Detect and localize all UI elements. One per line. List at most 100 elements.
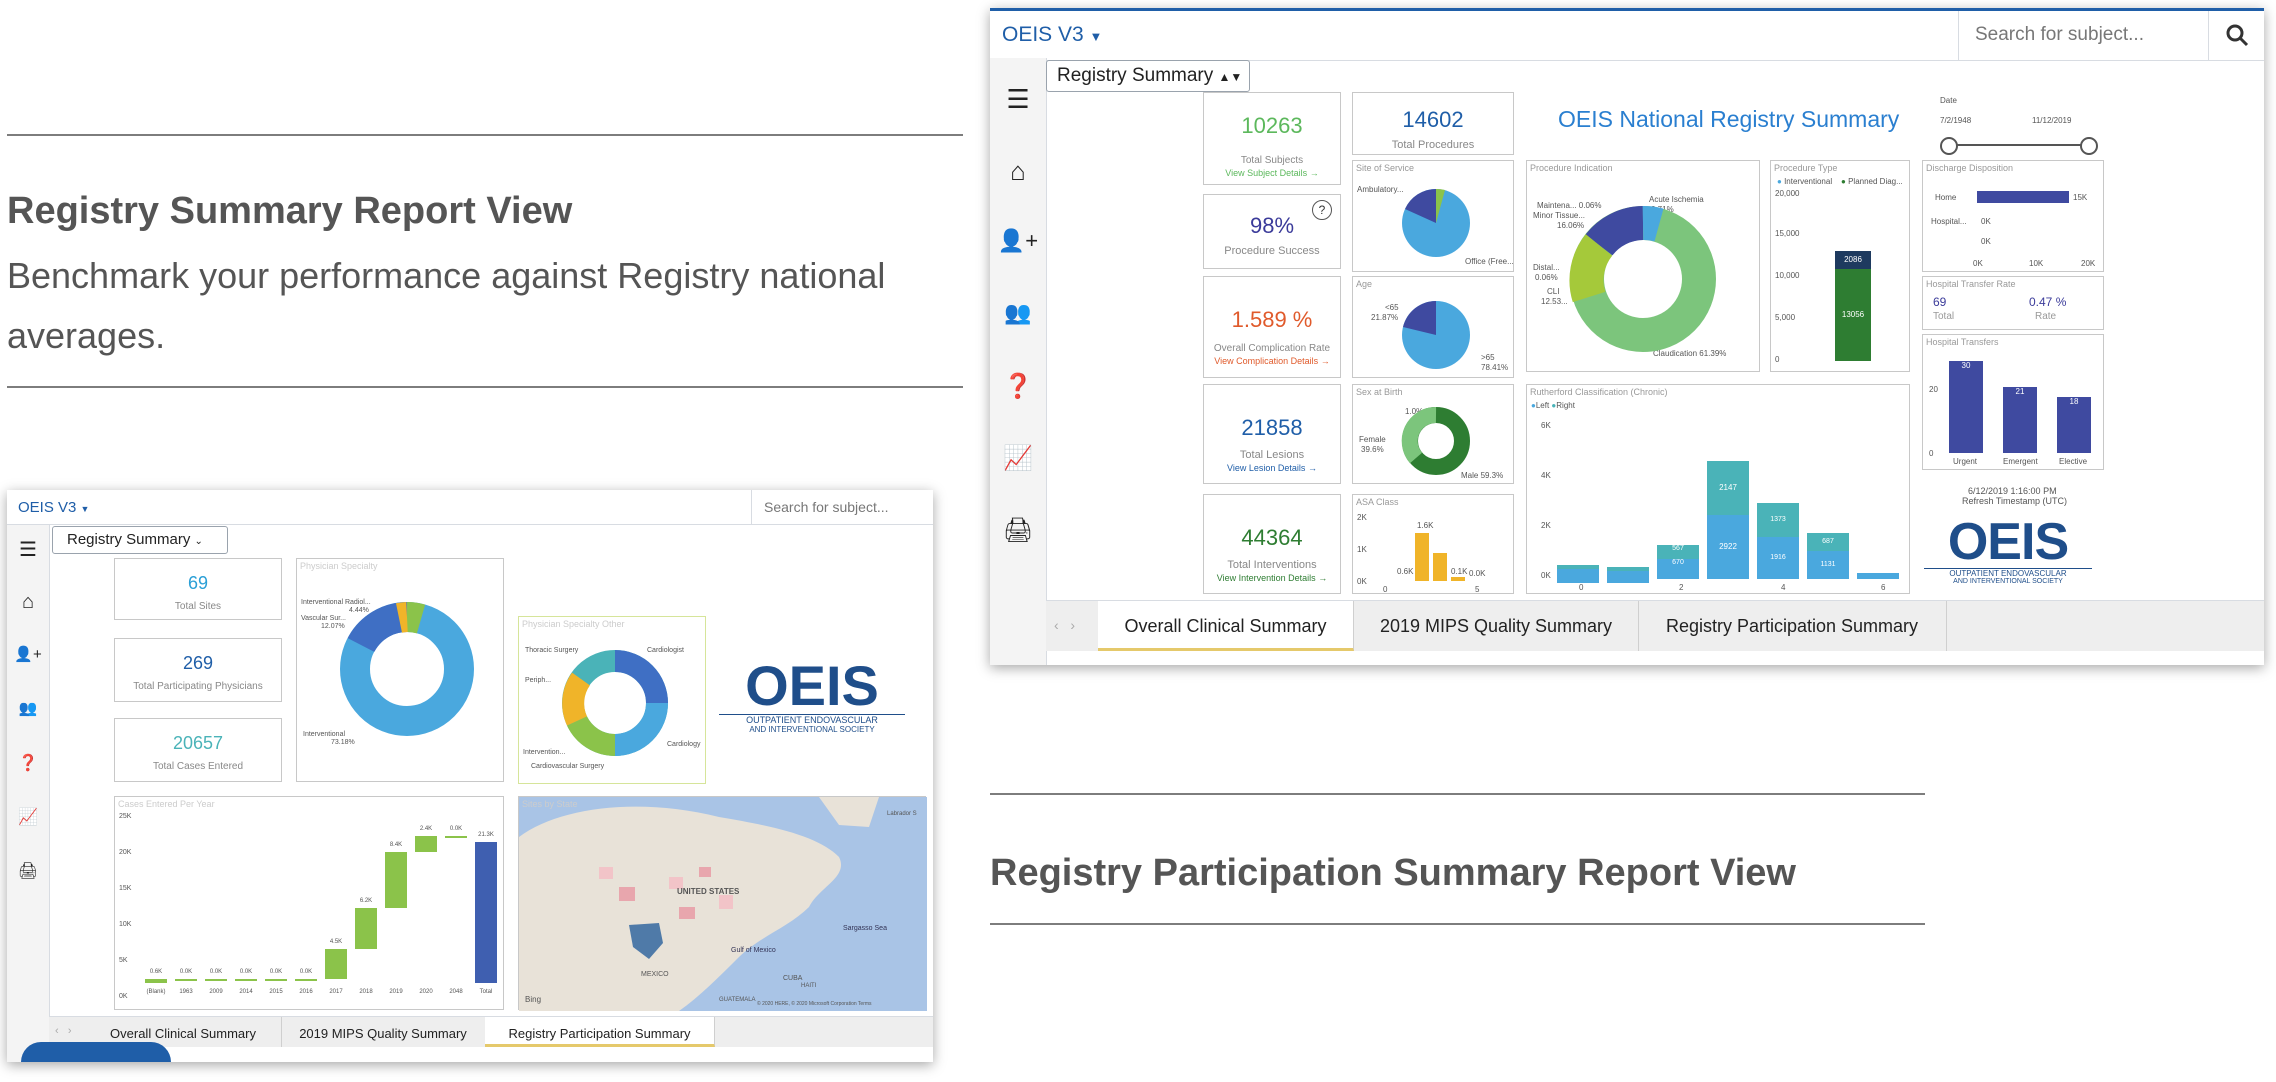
date-slider-handle-start[interactable] xyxy=(1940,137,1958,155)
date-slider-track[interactable] xyxy=(1948,144,2088,146)
panel-title: Age xyxy=(1356,279,1373,289)
map-label: CUBA xyxy=(783,975,803,982)
tab-overall-clinical-summary[interactable]: Overall Clinical Summary xyxy=(85,1017,282,1047)
report-select-value: Registry Summary xyxy=(67,531,191,548)
kpi-label: Total Procedures xyxy=(1391,139,1475,151)
search-box[interactable]: Search for subject... xyxy=(1958,11,2209,60)
chat-bubble-button[interactable] xyxy=(21,1042,171,1062)
kpi-value: 20657 xyxy=(172,733,224,753)
panel-title: Sites by State xyxy=(522,799,578,809)
pie-label: Maintena... 0.06% xyxy=(1537,201,1602,210)
physician-specialty-other-donut xyxy=(562,650,668,757)
report-select-value: Registry Summary xyxy=(1057,65,1214,86)
search-box[interactable]: Search for subject... xyxy=(751,490,933,524)
pie-label: Distal... xyxy=(1533,263,1560,272)
report-select[interactable]: Registry Summary ⌄ xyxy=(52,526,228,554)
view-lesion-details-link[interactable]: View Lesion Details → xyxy=(1227,463,1317,473)
panel-procedure-type: Procedure Type ● Interventional ● Planne… xyxy=(1770,160,1910,372)
waterfall-bar-label: 0.0K xyxy=(449,826,463,833)
add-user-icon[interactable]: 👤+ xyxy=(997,228,1039,253)
waterfall-bar xyxy=(325,949,347,979)
sort-icon: ▲▼ xyxy=(1218,70,1243,84)
pie-label: 78.41% xyxy=(1481,363,1509,372)
pie-label: Cardiovascular Surgery xyxy=(531,763,605,770)
date-start: 7/2/1948 xyxy=(1940,116,1972,125)
report-select[interactable]: Registry Summary ▲▼ xyxy=(1046,60,1250,92)
brand-menu[interactable]: OEIS V3 ▼ xyxy=(1002,23,1102,47)
land-greenland xyxy=(819,797,879,827)
tab-mips-quality-summary[interactable]: 2019 MIPS Quality Summary xyxy=(281,1017,486,1047)
waterfall-bar-label: 0.0K xyxy=(209,969,223,976)
panel-discharge-disposition: Discharge Disposition Home Hospital... 1… xyxy=(1922,160,2104,272)
date-title: Date xyxy=(1940,96,1957,105)
home-icon[interactable]: ⌂ xyxy=(1010,156,1026,186)
pie-slice xyxy=(1403,301,1436,335)
waterfall-x-tick: 2014 xyxy=(239,989,253,995)
users-icon[interactable]: 👥 xyxy=(1004,300,1032,325)
bar-segment: 1131 xyxy=(1807,551,1849,579)
map-label: Sargasso Sea xyxy=(843,925,887,932)
bar-label: 15K xyxy=(2073,193,2088,202)
add-user-icon[interactable]: 👤+ xyxy=(14,646,42,663)
pie-label: Ambulatory... xyxy=(1357,185,1404,194)
pie-label: Acute Ischemia xyxy=(1649,195,1704,204)
panel-title: Cases Entered Per Year xyxy=(118,799,215,809)
tab-overall-clinical-summary[interactable]: Overall Clinical Summary xyxy=(1098,601,1354,651)
legend-item: ● Interventional xyxy=(1777,177,1833,186)
x-tick: 5 xyxy=(1475,585,1480,594)
waterfall-bar xyxy=(355,907,377,950)
tab-prev-arrow[interactable]: ‹ › xyxy=(1054,617,1075,633)
panel-physician-specialty-other: Physician Specialty Other Thoracic Surge… xyxy=(518,616,706,784)
x-tick: 0 xyxy=(1383,585,1388,594)
bar-label: 0K xyxy=(1981,217,1991,226)
kpi-total-interventions: 44364 Total Interventions View Intervent… xyxy=(1203,494,1341,594)
map-label: MEXICO xyxy=(641,971,669,978)
asa-bar xyxy=(1451,577,1465,581)
y-tick: 4K xyxy=(1541,471,1551,480)
menu-icon[interactable]: ☰ xyxy=(19,539,37,561)
help-icon[interactable]: ❓ xyxy=(1003,373,1033,400)
map-canvas[interactable] xyxy=(519,797,927,1011)
view-complication-details-link[interactable]: View Complication Details → xyxy=(1214,356,1330,366)
pie-label: Female xyxy=(1359,435,1386,444)
tab-registry-participation-summary[interactable]: Registry Participation Summary xyxy=(485,1017,715,1047)
search-input[interactable]: Search for subject... xyxy=(1975,24,2144,45)
tab-prev-arrow[interactable]: ‹ › xyxy=(55,1025,72,1037)
date-slider-handle-end[interactable] xyxy=(2080,137,2098,155)
pie-label: 12.53... xyxy=(1541,297,1568,306)
rutherford-bar xyxy=(1607,567,1649,583)
help-icon[interactable]: ? xyxy=(1312,200,1332,220)
state-highlight xyxy=(679,907,695,919)
users-icon[interactable]: 👥 xyxy=(18,700,38,717)
bar-segment: 2147 xyxy=(1707,461,1749,515)
pie-label: Vascular Sur... xyxy=(301,615,347,622)
search-button[interactable] xyxy=(2208,11,2264,60)
donut-slice xyxy=(1569,234,1613,303)
menu-icon[interactable]: ☰ xyxy=(1006,84,1030,114)
asa-bar xyxy=(1415,533,1429,581)
tab-registry-participation-summary[interactable]: Registry Participation Summary xyxy=(1638,601,1947,651)
bar-segment: 687 xyxy=(1807,533,1849,551)
chart-icon[interactable]: 📈 xyxy=(1003,445,1033,472)
panel-age: Age <65 21.87% >65 78.41% xyxy=(1352,276,1514,378)
tab-mips-quality-summary[interactable]: 2019 MIPS Quality Summary xyxy=(1354,601,1639,651)
brand-menu[interactable]: OEIS V3 ▼ xyxy=(18,499,89,516)
refresh-time: 6/12/2019 1:16:00 PM xyxy=(1968,486,2057,496)
waterfall-bar-label: 0.0K xyxy=(299,969,313,976)
view-subject-details-link[interactable]: View Subject Details → xyxy=(1225,168,1319,178)
home-icon[interactable]: ⌂ xyxy=(21,591,35,613)
chart-icon[interactable]: 📈 xyxy=(18,809,38,826)
search-input[interactable]: Search for subject... xyxy=(764,499,889,515)
divider-bottom-right xyxy=(990,923,1925,925)
print-icon[interactable]: 🖨 xyxy=(1002,517,1034,544)
logo-line1: OUTPATIENT ENDOVASCULAR xyxy=(1924,568,2092,578)
state-texas xyxy=(629,923,663,959)
pie-label: >65 xyxy=(1481,353,1495,362)
view-intervention-details-link[interactable]: View Intervention Details → xyxy=(1216,573,1328,583)
transfer-bar: 21 xyxy=(2003,387,2037,453)
age-pie xyxy=(1402,301,1470,369)
help-icon[interactable]: ❓ xyxy=(18,755,38,772)
print-icon[interactable]: 🖨 xyxy=(17,863,39,880)
pie-label: <65 xyxy=(1385,303,1399,312)
kpi-label: Total Participating Physicians xyxy=(133,681,263,692)
